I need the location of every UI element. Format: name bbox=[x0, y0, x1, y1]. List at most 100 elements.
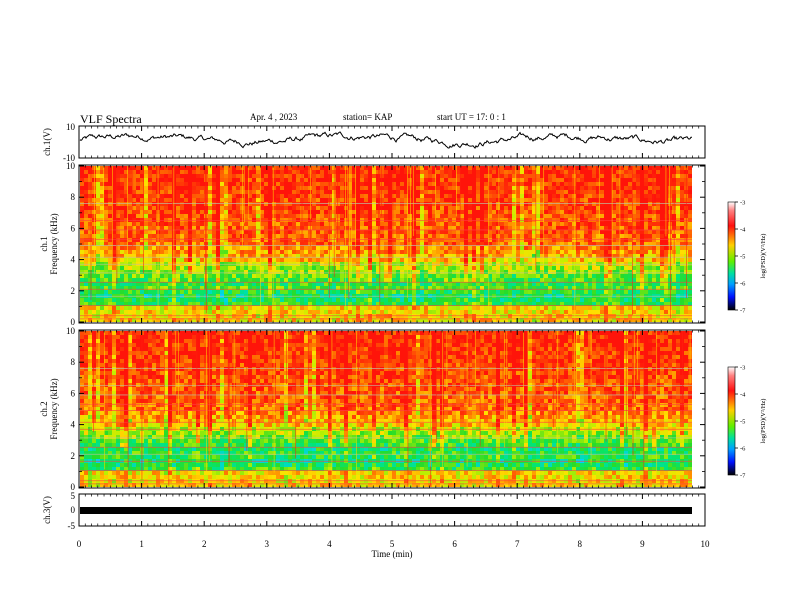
spectrogram-cell bbox=[276, 210, 281, 215]
spectrogram-cell bbox=[560, 226, 565, 231]
spectrogram-cell bbox=[144, 166, 149, 171]
spectrogram-cell bbox=[384, 306, 389, 311]
spectrogram-cell bbox=[172, 310, 177, 315]
spectrogram-cell bbox=[460, 266, 465, 271]
spectrogram-cell bbox=[456, 318, 461, 322]
spectrogram-cell bbox=[264, 298, 269, 303]
spectrogram-cell bbox=[312, 282, 317, 287]
spectrogram-cell bbox=[360, 302, 365, 307]
spectrogram-cell bbox=[464, 282, 469, 287]
spectrogram-cell bbox=[588, 194, 593, 199]
spectrogram-cell bbox=[132, 270, 137, 275]
spectrogram-cell bbox=[136, 174, 141, 179]
spectrogram-cell bbox=[428, 254, 433, 259]
spectrogram-cell bbox=[468, 318, 473, 322]
spectrogram-cell bbox=[540, 166, 545, 171]
spectrogram-cell bbox=[340, 214, 345, 219]
spectrogram-cell bbox=[340, 194, 345, 199]
spectrogram-cell bbox=[400, 246, 405, 251]
spectrogram-cell bbox=[496, 246, 501, 251]
spectrogram-cell bbox=[360, 222, 365, 227]
spectrogram-cell bbox=[464, 242, 469, 247]
spectrogram-cell bbox=[308, 174, 313, 179]
spectrogram-cell bbox=[372, 238, 377, 243]
spectrogram-cell bbox=[224, 222, 229, 227]
spectrogram-cell bbox=[244, 210, 249, 215]
spectrogram-cell bbox=[100, 166, 105, 171]
spectrogram-cell bbox=[388, 166, 393, 171]
spectrogram-cell bbox=[112, 242, 117, 247]
spectrogram-cell bbox=[148, 214, 153, 219]
spectrogram-cell bbox=[288, 278, 293, 283]
spectrogram-cell bbox=[104, 270, 109, 275]
spectrogram-cell bbox=[92, 242, 97, 247]
spectrogram-cell bbox=[588, 278, 593, 283]
spectrogram-cell bbox=[476, 202, 481, 207]
spectrogram-cell bbox=[376, 238, 381, 243]
spectrogram-cell bbox=[88, 234, 93, 239]
spectrogram-cell bbox=[564, 170, 569, 175]
spectrogram-cell bbox=[524, 186, 529, 191]
spectrogram-cell bbox=[380, 218, 385, 223]
spectrogram-cell bbox=[504, 166, 509, 171]
spectrogram-cell bbox=[420, 278, 425, 283]
spectrogram-cell bbox=[256, 318, 261, 322]
spectrogram-cell bbox=[412, 226, 417, 231]
spectrogram-cell bbox=[328, 266, 333, 271]
spectrogram-cell bbox=[508, 222, 513, 227]
spectrogram-cell bbox=[224, 174, 229, 179]
spectrogram-cell bbox=[160, 222, 165, 227]
spectrogram-cell bbox=[180, 198, 185, 203]
spectrogram-cell bbox=[120, 258, 125, 263]
spectrogram-cell bbox=[332, 310, 337, 315]
spectrogram-cell bbox=[152, 202, 157, 207]
spectrogram-cell bbox=[368, 242, 373, 247]
spectrogram-cell bbox=[468, 242, 473, 247]
spectrogram-cell bbox=[192, 226, 197, 231]
spectrogram-cell bbox=[484, 246, 489, 251]
spectrogram-cell bbox=[584, 210, 589, 215]
spectrogram-cell bbox=[512, 246, 517, 251]
spectrogram-cell bbox=[88, 218, 93, 223]
spectrogram-cell bbox=[92, 254, 97, 259]
spectrogram-cell bbox=[504, 170, 509, 175]
spectrogram-cell bbox=[236, 190, 241, 195]
spectrogram-cell bbox=[564, 318, 569, 322]
spectrogram-cell bbox=[268, 182, 273, 187]
spectrogram-cell bbox=[188, 306, 193, 311]
spectrogram-cell bbox=[248, 258, 253, 263]
spectrogram-cell bbox=[484, 166, 489, 171]
spectrogram-cell bbox=[168, 306, 173, 311]
spectrogram-cell bbox=[352, 182, 357, 187]
spectrogram-cell bbox=[336, 198, 341, 203]
spectrogram-cell bbox=[248, 182, 253, 187]
spectrogram-cell bbox=[220, 202, 225, 207]
spectrogram-cell bbox=[180, 174, 185, 179]
spectrogram-cell bbox=[556, 178, 561, 183]
spectrogram-cell bbox=[112, 222, 117, 227]
spectrogram-cell bbox=[208, 166, 213, 171]
spectrogram-cell bbox=[120, 210, 125, 215]
spectrogram-cell bbox=[428, 182, 433, 187]
spectrogram-cell bbox=[572, 230, 577, 235]
spectrogram-cell bbox=[360, 290, 365, 295]
spectrogram-cell bbox=[376, 166, 381, 171]
spectrogram-cell bbox=[284, 290, 289, 295]
spectrogram-cell bbox=[536, 210, 541, 215]
spectrogram-cell bbox=[280, 218, 285, 223]
spectrogram-cell bbox=[176, 242, 181, 247]
spectrogram-cell bbox=[420, 282, 425, 287]
spectrogram-cell bbox=[344, 194, 349, 199]
spectrogram-cell bbox=[496, 242, 501, 247]
spectrogram-cell bbox=[264, 198, 269, 203]
spectrogram-cell bbox=[104, 190, 109, 195]
spectrogram-cell bbox=[292, 174, 297, 179]
spectrogram-cell bbox=[508, 210, 513, 215]
spectrogram-cell bbox=[508, 226, 513, 231]
spectrogram-cell bbox=[364, 282, 369, 287]
spectrogram-cell bbox=[120, 282, 125, 287]
spectrogram-cell bbox=[480, 302, 485, 307]
spectrogram-cell bbox=[140, 298, 145, 303]
spectrogram-cell bbox=[220, 238, 225, 243]
spectrogram-cell bbox=[216, 278, 221, 283]
